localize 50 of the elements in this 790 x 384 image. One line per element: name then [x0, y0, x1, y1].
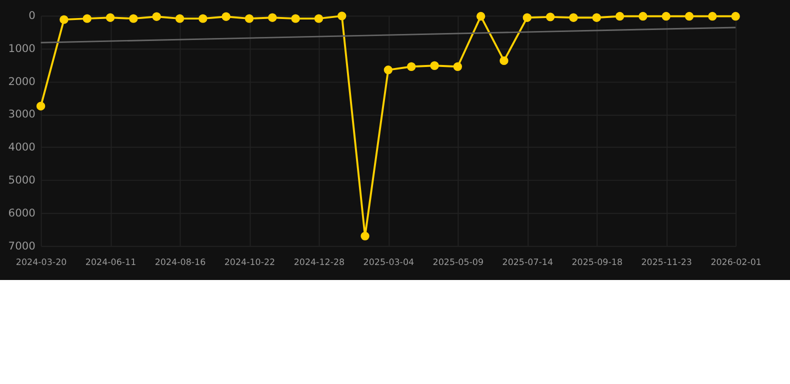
x-tick-label: 2025-11-23: [641, 258, 692, 268]
point: [338, 12, 346, 20]
point: [82, 14, 92, 23]
y-tick-label: 0: [28, 9, 36, 22]
y-tick-label: 3000: [8, 108, 36, 121]
point: [314, 14, 324, 23]
point: [708, 12, 717, 21]
point: [662, 12, 670, 21]
y-tick-label: 5000: [8, 174, 36, 187]
point: [152, 12, 161, 21]
x-tick-label: 2024-06-11: [85, 258, 136, 268]
x-tick-label: 2025-05-09: [432, 258, 484, 268]
y-tick-label: 7000: [8, 239, 36, 252]
point: [638, 12, 648, 21]
x-tick-label: 2024-10-22: [224, 258, 276, 268]
point: [546, 12, 555, 22]
point: [476, 12, 486, 21]
x-tick-label: 2024-12-28: [294, 258, 345, 268]
point: [106, 13, 115, 22]
point: [407, 62, 416, 71]
y-tick-label: 2000: [8, 74, 36, 88]
x-tick-label: 2025-03-04: [363, 258, 415, 268]
point: [129, 14, 138, 23]
point: [60, 15, 68, 24]
x-tick-label: 2026-02-01: [710, 258, 762, 268]
point: [222, 12, 230, 21]
point: [175, 14, 184, 23]
point: [522, 13, 532, 22]
point: [569, 13, 578, 22]
x-tick-label: 2024-03-20: [16, 258, 67, 268]
y-tick-label: 1000: [8, 42, 36, 55]
y-tick-label: 6000: [8, 206, 36, 220]
point: [500, 56, 508, 66]
y-tick-label: 4000: [8, 140, 36, 154]
point: [684, 12, 694, 21]
point: [615, 12, 624, 21]
point: [592, 13, 601, 22]
x-tick-label: 2025-09-18: [572, 258, 622, 268]
point: [36, 102, 46, 110]
x-tick-label: 2025-07-14: [502, 258, 554, 268]
point: [198, 14, 208, 23]
point: [268, 13, 277, 22]
point: [430, 61, 439, 70]
point: [384, 66, 393, 74]
point: [291, 14, 300, 23]
point: [731, 12, 740, 21]
point: [244, 14, 254, 23]
point: [453, 62, 462, 71]
point: [360, 232, 370, 240]
x-tick-label: 2024-08-16: [154, 258, 206, 268]
